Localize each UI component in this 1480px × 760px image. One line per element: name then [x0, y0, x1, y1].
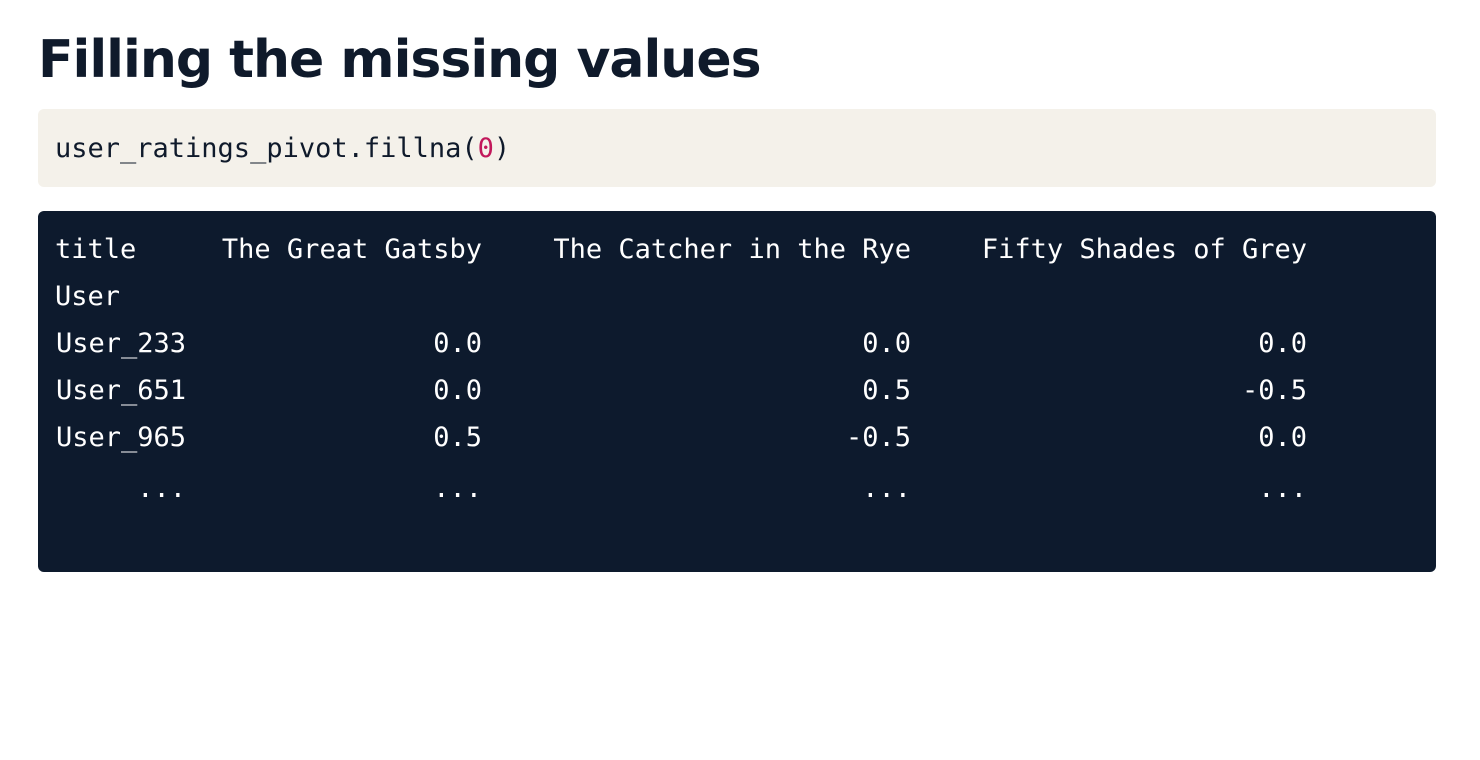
index-label: User: [55, 281, 121, 312]
table-cell: 0.0: [1258, 328, 1307, 359]
table-cell: 0.5: [433, 422, 482, 453]
code-suffix: ): [493, 132, 511, 164]
row-index: User_965: [55, 422, 186, 453]
code-cell: user_ratings_pivot.fillna(0): [38, 109, 1436, 187]
column-header: The Catcher in the Rye: [553, 234, 911, 265]
table-cell: ...: [1258, 473, 1307, 504]
column-header: The Great Gatsby: [221, 234, 482, 265]
table-cell: -0.5: [1241, 375, 1307, 406]
row-index: ...: [137, 473, 186, 504]
table-cell: 0.0: [1258, 422, 1307, 453]
row-index: User_651: [55, 375, 186, 406]
code-prefix: user_ratings_pivot.fillna(: [55, 132, 478, 164]
row-index: User_233: [55, 328, 186, 359]
table-cell: 0.0: [433, 328, 482, 359]
page-title: Filling the missing values: [38, 30, 762, 90]
table-cell: 0.5: [862, 375, 911, 406]
code-argument: 0: [477, 132, 494, 164]
output-table: title The Great Gatsby The Catcher in th…: [38, 211, 1436, 572]
table-cell: ...: [862, 473, 911, 504]
columns-label: title: [55, 234, 137, 265]
table-cell: 0.0: [433, 375, 482, 406]
column-header: Fifty Shades of Grey: [981, 234, 1307, 265]
table-cell: 0.0: [862, 328, 911, 359]
table-cell: -0.5: [845, 422, 911, 453]
table-cell: ...: [433, 473, 482, 504]
